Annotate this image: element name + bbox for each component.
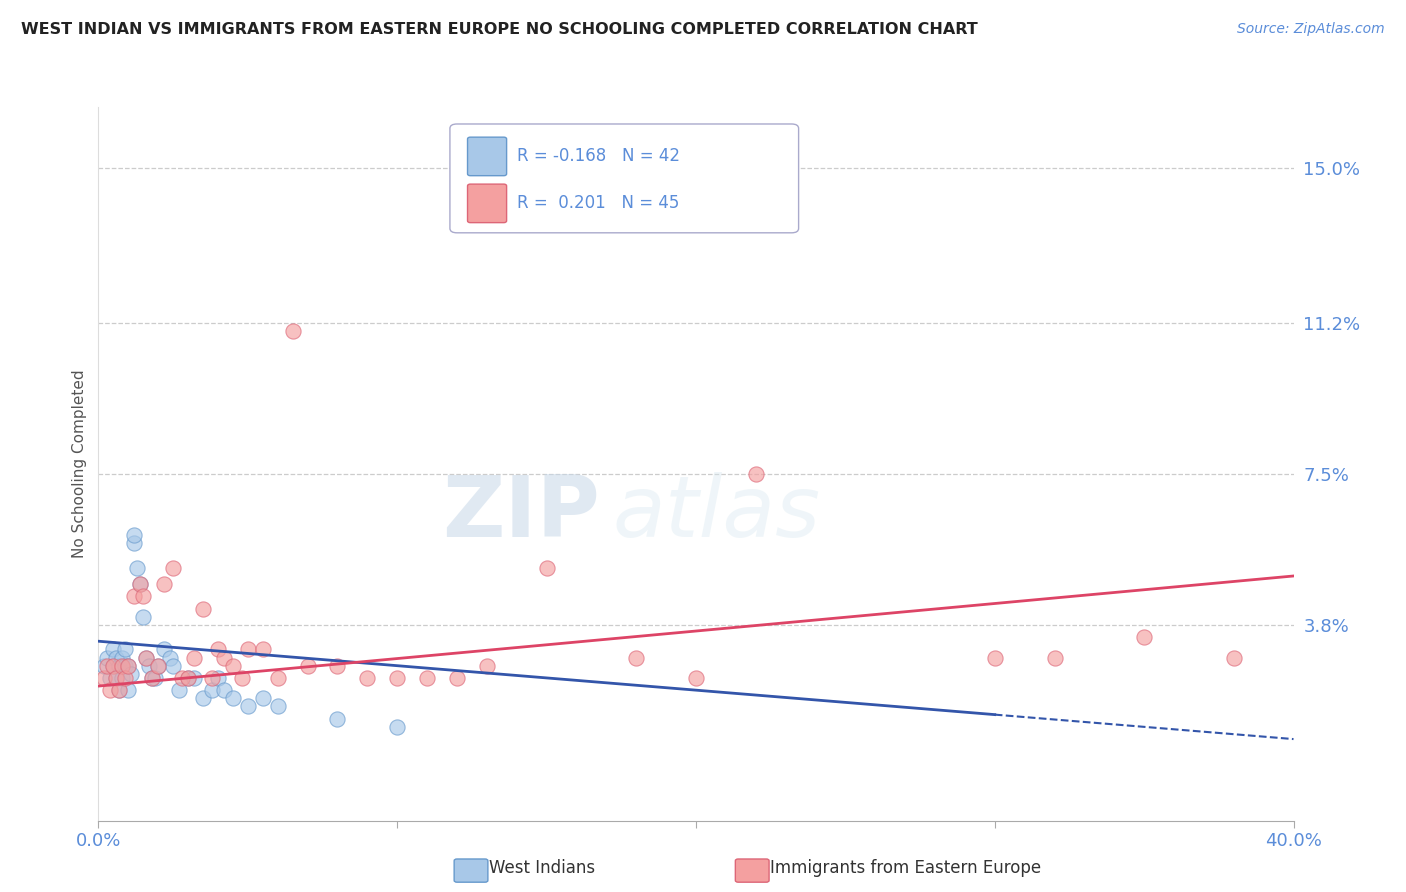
Point (143, 671, 166, 685)
Point (267, 671, 290, 685)
Text: WEST INDIAN VS IMMIGRANTS FROM EASTERN EUROPE NO SCHOOLING COMPLETED CORRELATION: WEST INDIAN VS IMMIGRANTS FROM EASTERN E… (21, 22, 977, 37)
Point (685, 671, 707, 685)
Point (103, 642, 125, 657)
Point (191, 691, 214, 706)
Point (252, 691, 274, 706)
Point (108, 658, 131, 673)
Point (231, 671, 253, 685)
Point (207, 642, 229, 657)
Point (135, 650, 157, 665)
Point (1223, 650, 1246, 665)
Point (177, 671, 200, 685)
Point (114, 658, 136, 673)
Point (114, 642, 136, 657)
Point (416, 671, 439, 685)
Point (1133, 630, 1156, 644)
Point (177, 671, 200, 685)
Point (162, 658, 184, 673)
Point (111, 650, 134, 665)
Point (129, 577, 152, 591)
Point (108, 683, 131, 698)
Point (96, 658, 118, 673)
Point (103, 658, 125, 673)
Text: West Indians: West Indians (489, 859, 595, 877)
Point (124, 590, 146, 604)
Point (93, 658, 115, 673)
Text: Source: ZipAtlas.com: Source: ZipAtlas.com (1237, 22, 1385, 37)
Point (236, 699, 259, 714)
Point (153, 577, 176, 591)
Point (96, 650, 118, 665)
Point (624, 650, 647, 665)
Text: R = -0.168   N = 42: R = -0.168 N = 42 (517, 147, 681, 165)
Text: atlas: atlas (612, 472, 820, 556)
Point (132, 590, 155, 604)
Point (267, 699, 290, 714)
Point (135, 650, 157, 665)
Text: ZIP: ZIP (443, 472, 600, 556)
Point (108, 683, 131, 698)
Point (167, 683, 190, 698)
Point (93, 671, 115, 685)
Point (141, 671, 163, 685)
Point (162, 561, 184, 575)
Point (191, 601, 214, 615)
Point (138, 658, 160, 673)
Point (252, 642, 274, 657)
Point (124, 528, 146, 542)
Point (117, 658, 139, 673)
Point (385, 671, 409, 685)
Point (222, 691, 245, 706)
Point (183, 671, 205, 685)
Point (356, 671, 378, 685)
Point (103, 658, 125, 673)
Point (111, 658, 134, 673)
Point (127, 561, 149, 575)
Point (207, 671, 229, 685)
Point (745, 467, 768, 481)
Point (98, 671, 122, 685)
Point (105, 671, 128, 685)
Point (117, 683, 139, 698)
Point (111, 671, 134, 685)
Point (385, 720, 409, 734)
Point (201, 671, 224, 685)
Point (183, 650, 205, 665)
Point (201, 683, 224, 698)
Point (114, 671, 136, 685)
Point (222, 658, 245, 673)
Point (212, 650, 235, 665)
Point (159, 650, 181, 665)
Point (1043, 650, 1066, 665)
Point (120, 666, 142, 681)
Point (326, 658, 349, 673)
Point (105, 671, 128, 685)
Point (326, 712, 349, 726)
Point (132, 609, 155, 624)
Point (148, 658, 170, 673)
Y-axis label: No Schooling Completed: No Schooling Completed (72, 369, 87, 558)
Text: Immigrants from Eastern Europe: Immigrants from Eastern Europe (770, 859, 1042, 877)
Point (236, 642, 259, 657)
Point (129, 577, 152, 591)
Point (475, 658, 498, 673)
Point (446, 671, 468, 685)
Point (141, 671, 163, 685)
Text: R =  0.201   N = 45: R = 0.201 N = 45 (517, 194, 679, 212)
Point (172, 671, 194, 685)
Point (148, 658, 170, 673)
Point (153, 642, 176, 657)
Point (281, 324, 304, 338)
Point (105, 650, 128, 665)
Point (536, 561, 558, 575)
Point (98, 683, 122, 698)
Point (212, 683, 235, 698)
Point (124, 536, 146, 550)
Point (297, 658, 319, 673)
Point (117, 658, 139, 673)
Point (983, 650, 1005, 665)
